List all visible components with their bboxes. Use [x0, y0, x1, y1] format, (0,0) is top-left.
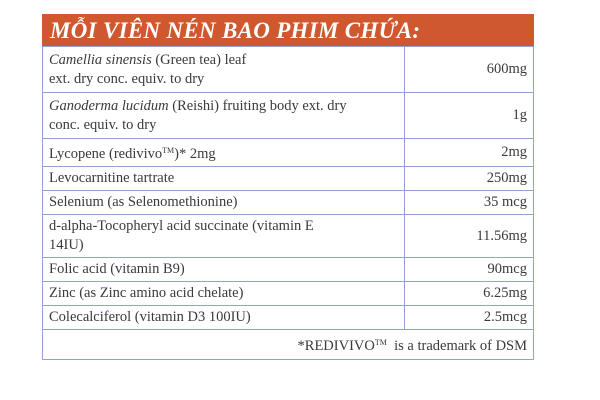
ingredient-name: Levocarnitine tartrate — [42, 166, 405, 191]
table-row: Ganoderma lucidum (Reishi) fruiting body… — [42, 92, 534, 139]
ingredient-amount: 600mg — [404, 46, 534, 93]
ingredient-amount: 11.56mg — [404, 214, 534, 258]
table-row: Folic acid (vitamin B9) 90mcg — [42, 257, 534, 282]
ingredient-name: Folic acid (vitamin B9) — [42, 257, 405, 282]
ingredient-amount: 250mg — [404, 166, 534, 191]
ingredient-name: d-alpha-Tocopheryl acid succinate (vitam… — [42, 214, 405, 258]
table-title: MỖI VIÊN NÉN BAO PHIM CHỨA: — [42, 14, 534, 46]
ingredient-name: Ganoderma lucidum (Reishi) fruiting body… — [42, 92, 405, 139]
ingredient-name: Camellia sinensis (Green tea) leaf ext. d… — [42, 46, 405, 93]
ingredient-name: Zinc (as Zinc amino acid chelate) — [42, 281, 405, 306]
ingredient-amount: 1g — [404, 92, 534, 139]
ingredient-amount: 2mg — [404, 138, 534, 167]
ingredient-name: Selenium (as Selenomethionine) — [42, 190, 405, 215]
ingredient-amount: 90mcg — [404, 257, 534, 282]
ingredients-table-container: MỖI VIÊN NÉN BAO PHIM CHỨA: Camellia sin… — [42, 14, 534, 360]
table-row: Selenium (as Selenomethionine) 35 mcg — [42, 190, 534, 215]
trademark-note: *REDIVIVOTM is a trademark of DSM — [42, 329, 534, 360]
table-row: Camellia sinensis (Green tea) leaf ext. d… — [42, 46, 534, 93]
ingredient-name: Lycopene (redivivoTM)* 2mg — [42, 138, 405, 167]
footer-row: *REDIVIVOTM is a trademark of DSM — [42, 329, 534, 360]
table-row: Colecalciferol (vitamin D3 100IU) 2.5mcg — [42, 305, 534, 330]
ingredient-amount: 35 mcg — [404, 190, 534, 215]
ingredient-name: Colecalciferol (vitamin D3 100IU) — [42, 305, 405, 330]
table-row: Zinc (as Zinc amino acid chelate) 6.25mg — [42, 281, 534, 306]
table-row: Levocarnitine tartrate 250mg — [42, 166, 534, 191]
ingredient-amount: 6.25mg — [404, 281, 534, 306]
ingredient-amount: 2.5mcg — [404, 305, 534, 330]
ingredients-table: Camellia sinensis (Green tea) leaf ext. d… — [42, 46, 534, 360]
table-row: Lycopene (redivivoTM)* 2mg 2mg — [42, 138, 534, 167]
table-row: d-alpha-Tocopheryl acid succinate (vitam… — [42, 214, 534, 258]
